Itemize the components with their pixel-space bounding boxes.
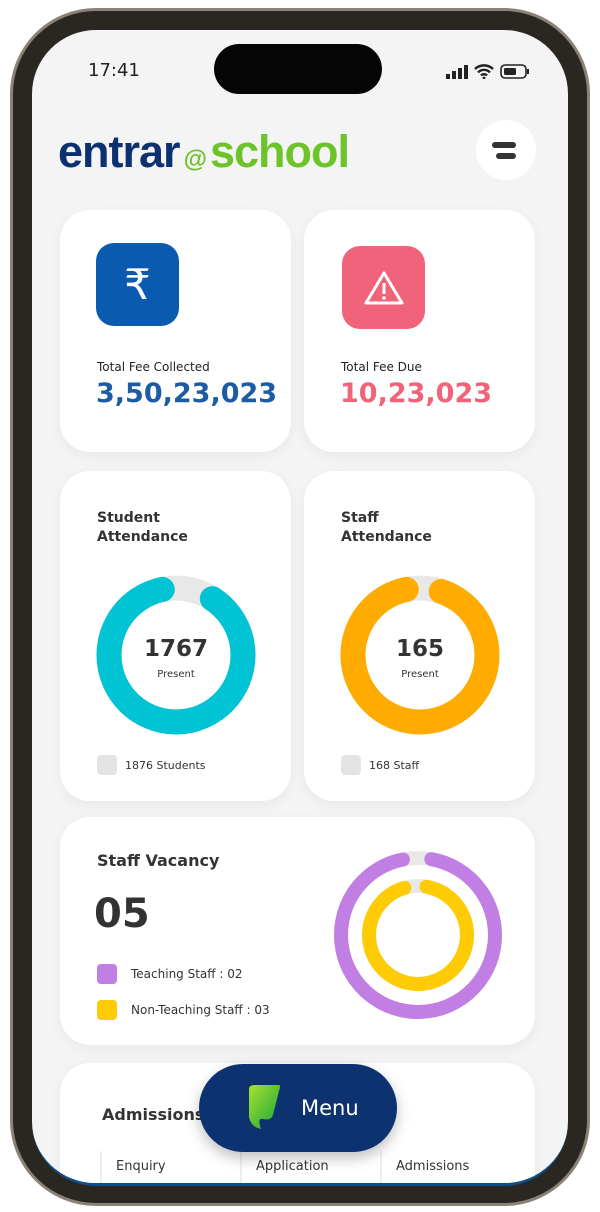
menu-label: Menu	[301, 1096, 359, 1120]
dynamic-island	[214, 44, 382, 94]
teaching-swatch	[97, 964, 117, 984]
student-total: 1876 Students	[125, 758, 206, 772]
status-icons	[446, 64, 530, 79]
leaf-logo-icon	[249, 1085, 280, 1129]
admissions-title: Admissions	[102, 1105, 205, 1124]
fee-due-value: 10,23,023	[340, 378, 493, 409]
non-teaching-arc	[362, 879, 474, 991]
staff-vacancy-card[interactable]: Staff Vacancy 05 Teaching Staff : 02 Non…	[60, 817, 535, 1045]
status-time: 17:41	[88, 60, 140, 81]
student-present-count: 1767	[143, 636, 208, 662]
vacancy-title: Staff Vacancy	[97, 851, 220, 870]
admissions-column-enquiry[interactable]: Enquiry	[100, 1151, 240, 1183]
app-logo: entrar @school	[58, 126, 350, 177]
legend-swatch	[97, 755, 117, 775]
student-attendance-title: Student Attendance	[97, 510, 188, 545]
staff-present-count: 165	[395, 636, 444, 662]
staff-present-arc	[340, 575, 500, 735]
signal-icon	[446, 65, 468, 79]
warning-icon	[342, 246, 425, 329]
non-teaching-vacancy: Non-Teaching Staff : 03	[131, 1003, 270, 1017]
battery-icon	[500, 64, 529, 79]
vacancy-count: 05	[94, 891, 150, 937]
staff-attendance-title: Staff Attendance	[341, 510, 432, 545]
fee-collected-value: 3,50,23,023	[96, 378, 278, 409]
student-attendance-card[interactable]: Student Attendance 1767 Present 1876 Stud…	[60, 471, 291, 801]
fee-collected-label: Total Fee Collected	[97, 360, 210, 374]
admissions-column-application[interactable]: Application	[240, 1151, 380, 1183]
vacancy-donut	[334, 851, 502, 1019]
staff-attendance-donut	[340, 575, 500, 735]
hamburger-menu-button[interactable]	[476, 120, 536, 180]
fee-due-label: Total Fee Due	[341, 360, 422, 374]
admissions-column-admissions[interactable]: Admissions	[380, 1151, 520, 1183]
app-screen: 17:41 entrar @school ₹ Total Fee Collecte…	[32, 30, 568, 1186]
teaching-arc	[334, 851, 502, 1019]
teaching-vacancy: Teaching Staff : 02	[131, 967, 243, 981]
student-present-label: Present	[157, 669, 195, 680]
legend-swatch	[341, 755, 361, 775]
wifi-icon	[474, 64, 494, 79]
staff-present-label: Present	[401, 669, 439, 680]
student-present-arc	[96, 575, 256, 735]
staff-total: 168 Staff	[369, 758, 420, 772]
student-attendance-donut	[96, 575, 256, 735]
rupee-icon: ₹	[96, 243, 179, 326]
total-fee-collected-card[interactable]: ₹ Total Fee Collected 3,50,23,023	[60, 210, 291, 452]
non-teaching-swatch	[97, 1000, 117, 1020]
menu-fab-button[interactable]: Menu	[199, 1064, 397, 1152]
staff-attendance-card[interactable]: Staff Attendance 165 Present 168 Staff	[304, 471, 535, 801]
total-fee-due-card[interactable]: Total Fee Due 10,23,023	[304, 210, 535, 452]
